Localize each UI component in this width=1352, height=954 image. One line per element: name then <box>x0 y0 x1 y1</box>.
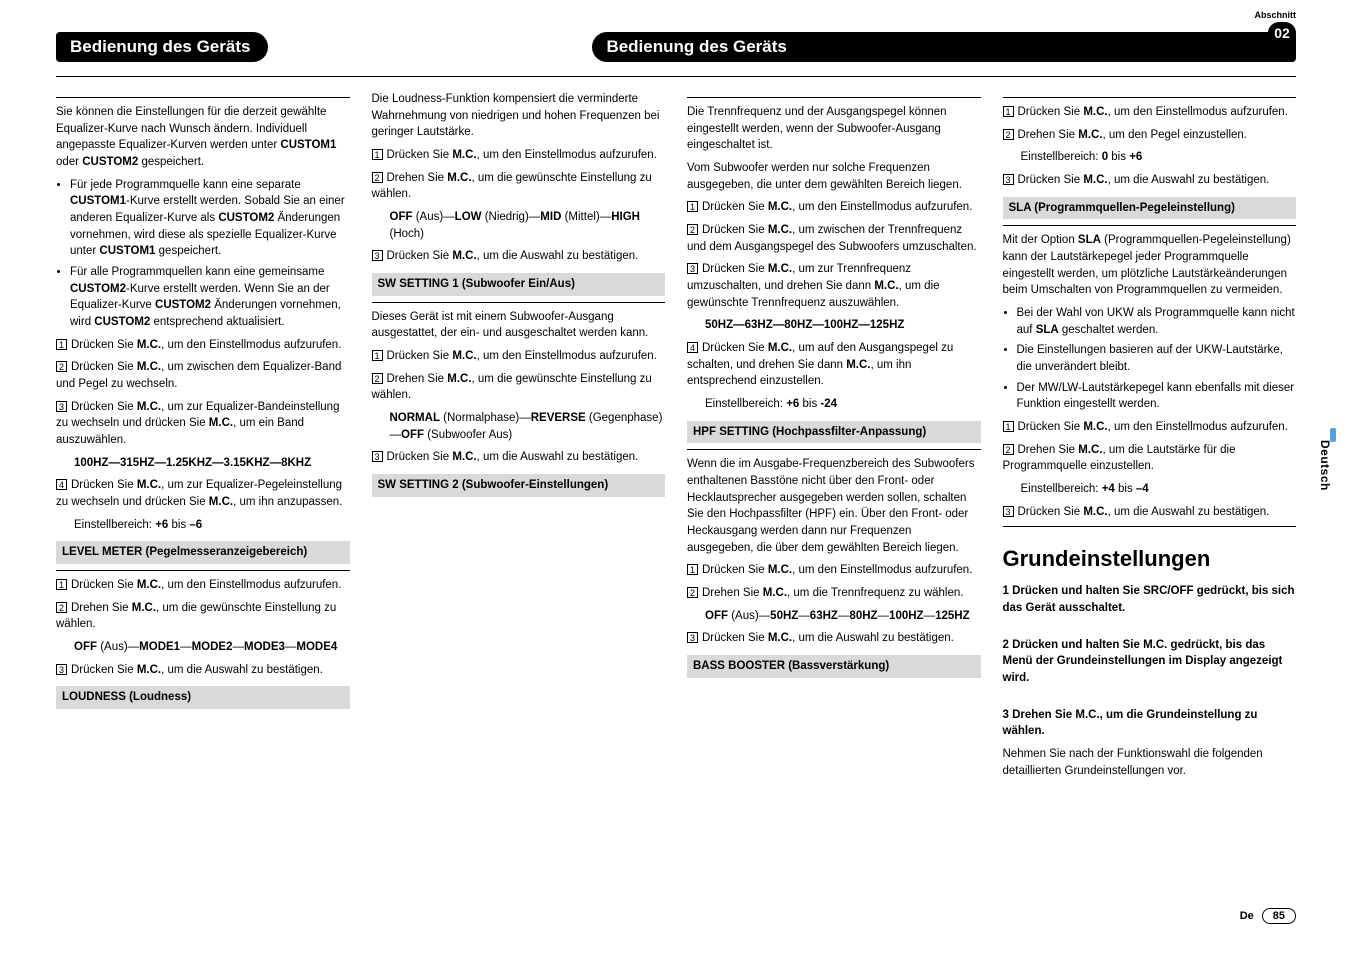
column-4: 1Drücken Sie M.C., um den Einstellmodus … <box>1003 91 1297 785</box>
column-2: Die Loudness-Funktion kompensiert die ve… <box>372 91 666 785</box>
section-number: 02 <box>1268 22 1296 44</box>
step-range: Einstellbereich: +6 bis -24 <box>687 396 981 413</box>
spacer <box>1003 693 1297 701</box>
text: Dieses Gerät ist mit einem Subwoofer-Aus… <box>372 309 666 342</box>
step-values: OFF (Aus)—50HZ—63HZ—80HZ—100HZ—125HZ <box>687 608 981 625</box>
step-range: Einstellbereich: 0 bis +6 <box>1003 149 1297 166</box>
page-footer: De 85 <box>1240 908 1296 924</box>
divider <box>1003 97 1297 98</box>
step: 2Drehen Sie M.C., um die Lautstärke für … <box>1003 442 1297 475</box>
column-3: Die Trennfrequenz und der Ausgangspegel … <box>687 91 981 785</box>
step: 3Drücken Sie M.C., um die Auswahl zu bes… <box>56 662 350 679</box>
section-hpf: HPF SETTING (Hochpassfilter-Anpassung) <box>687 421 981 444</box>
divider <box>1003 225 1297 226</box>
list-item: Für jede Programmquelle kann eine separa… <box>70 177 350 260</box>
text: Nehmen Sie nach der Funktionswahl die fo… <box>1003 746 1297 779</box>
numbered-step: 2 Drücken und halten Sie M.C. gedrückt, … <box>1003 637 1297 687</box>
step: 2Drehen Sie M.C., um die gewünschte Eins… <box>372 170 666 203</box>
step-values: 100HZ—315HZ—1.25KHZ—3.15KHZ—8KHZ <box>56 455 350 472</box>
step: 3Drücken Sie M.C., um die Auswahl zu bes… <box>1003 172 1297 189</box>
text: Mit der Option SLA (Programmquellen-Pege… <box>1003 232 1297 299</box>
side-language-tab: Deutsch <box>1318 440 1332 491</box>
step: 1Drücken Sie M.C., um den Einstellmodus … <box>56 337 350 354</box>
step-range: Einstellbereich: +4 bis –4 <box>1003 481 1297 498</box>
step: 4Drücken Sie M.C., um zur Equalizer-Pege… <box>56 477 350 510</box>
top-divider <box>56 76 1296 77</box>
section-sw2: SW SETTING 2 (Subwoofer-Einstellungen) <box>372 474 666 497</box>
list-item: Der MW/LW-Lautstärkepegel kann ebenfalls… <box>1017 380 1297 413</box>
numbered-step: 3 Drehen Sie M.C., um die Grundeinstellu… <box>1003 707 1297 740</box>
header-right: Bedienung des Geräts <box>592 32 1296 62</box>
text: Sie können die Einstellungen für die der… <box>56 104 350 171</box>
divider <box>56 97 350 98</box>
text: Vom Subwoofer werden nur solche Frequenz… <box>687 160 981 193</box>
step-values: 50HZ—63HZ—80HZ—100HZ—125HZ <box>687 317 981 334</box>
step: 2Drücken Sie M.C., um zwischen dem Equal… <box>56 359 350 392</box>
page: Abschnitt 02 Bedienung des Geräts Bedien… <box>0 0 1352 954</box>
section-indicator: Abschnitt 02 <box>1255 10 1297 44</box>
numbered-step: 1 Drücken und halten Sie SRC/OFF gedrück… <box>1003 583 1297 616</box>
heading-grundeinstellungen: Grundeinstellungen <box>1003 543 1297 575</box>
section-bass-booster: BASS BOOSTER (Bassverstärkung) <box>687 655 981 678</box>
footer-page-number: 85 <box>1262 908 1296 924</box>
text: Die Trennfrequenz und der Ausgangspegel … <box>687 104 981 154</box>
step-values: NORMAL (Normalphase)—REVERSE (Gegenphase… <box>372 410 666 443</box>
list-item: Die Einstellungen basieren auf der UKW-L… <box>1017 342 1297 375</box>
divider <box>56 570 350 571</box>
step: 2Drücken Sie M.C., um zwischen der Trenn… <box>687 222 981 255</box>
step: 4Drücken Sie M.C., um auf den Ausgangspe… <box>687 340 981 390</box>
divider <box>372 302 666 303</box>
step: 1Drücken Sie M.C., um den Einstellmodus … <box>687 199 981 216</box>
divider <box>1003 526 1297 527</box>
step: 1Drücken Sie M.C., um den Einstellmodus … <box>372 147 666 164</box>
step: 2Drehen Sie M.C., um die gewünschte Eins… <box>372 371 666 404</box>
section-sla: SLA (Programmquellen-Pegeleinstellung) <box>1003 197 1297 220</box>
step: 1Drücken Sie M.C., um den Einstellmodus … <box>687 562 981 579</box>
step-values: OFF (Aus)—MODE1—MODE2—MODE3—MODE4 <box>56 639 350 656</box>
divider <box>687 449 981 450</box>
bullet-list: Für jede Programmquelle kann eine separa… <box>56 177 350 331</box>
content-columns: Sie können die Einstellungen für die der… <box>56 91 1296 785</box>
step: 1Drücken Sie M.C., um den Einstellmodus … <box>56 577 350 594</box>
header-bar: Bedienung des Geräts Bedienung des Gerät… <box>56 32 1296 62</box>
list-item: Für alle Programmquellen kann eine gemei… <box>70 264 350 331</box>
step: 2Drehen Sie M.C., um den Pegel einzustel… <box>1003 127 1297 144</box>
text: Die Loudness-Funktion kompensiert die ve… <box>372 91 666 141</box>
section-level-meter: LEVEL METER (Pegelmesseranzeigebereich) <box>56 541 350 564</box>
section-label: Abschnitt <box>1255 10 1297 20</box>
section-loudness: LOUDNESS (Loudness) <box>56 686 350 709</box>
step: 3Drücken Sie M.C., um die Auswahl zu bes… <box>1003 504 1297 521</box>
step: 3Drücken Sie M.C., um die Auswahl zu bes… <box>372 248 666 265</box>
step: 3Drücken Sie M.C., um zur Equalizer-Band… <box>56 399 350 449</box>
step: 3Drücken Sie M.C., um zur Trennfrequenz … <box>687 261 981 311</box>
step: 2Drehen Sie M.C., um die Trennfrequenz z… <box>687 585 981 602</box>
step: 2Drehen Sie M.C., um die gewünschte Eins… <box>56 600 350 633</box>
step: 3Drücken Sie M.C., um die Auswahl zu bes… <box>372 449 666 466</box>
step: 3Drücken Sie M.C., um die Auswahl zu bes… <box>687 630 981 647</box>
spacer <box>1003 623 1297 631</box>
header-left: Bedienung des Geräts <box>56 32 268 62</box>
step: 1Drücken Sie M.C., um den Einstellmodus … <box>1003 104 1297 121</box>
bullet-list: Bei der Wahl von UKW als Programmquelle … <box>1003 305 1297 413</box>
text: Wenn die im Ausgabe-Frequenzbereich des … <box>687 456 981 556</box>
step: 1Drücken Sie M.C., um den Einstellmodus … <box>1003 419 1297 436</box>
step-range: Einstellbereich: +6 bis –6 <box>56 517 350 534</box>
footer-lang: De <box>1240 910 1254 922</box>
section-sw1: SW SETTING 1 (Subwoofer Ein/Aus) <box>372 273 666 296</box>
step: 1Drücken Sie M.C., um den Einstellmodus … <box>372 348 666 365</box>
divider <box>687 97 981 98</box>
step-values: OFF (Aus)—LOW (Niedrig)—MID (Mittel)—HIG… <box>372 209 666 242</box>
list-item: Bei der Wahl von UKW als Programmquelle … <box>1017 305 1297 338</box>
column-1: Sie können die Einstellungen für die der… <box>56 91 350 785</box>
